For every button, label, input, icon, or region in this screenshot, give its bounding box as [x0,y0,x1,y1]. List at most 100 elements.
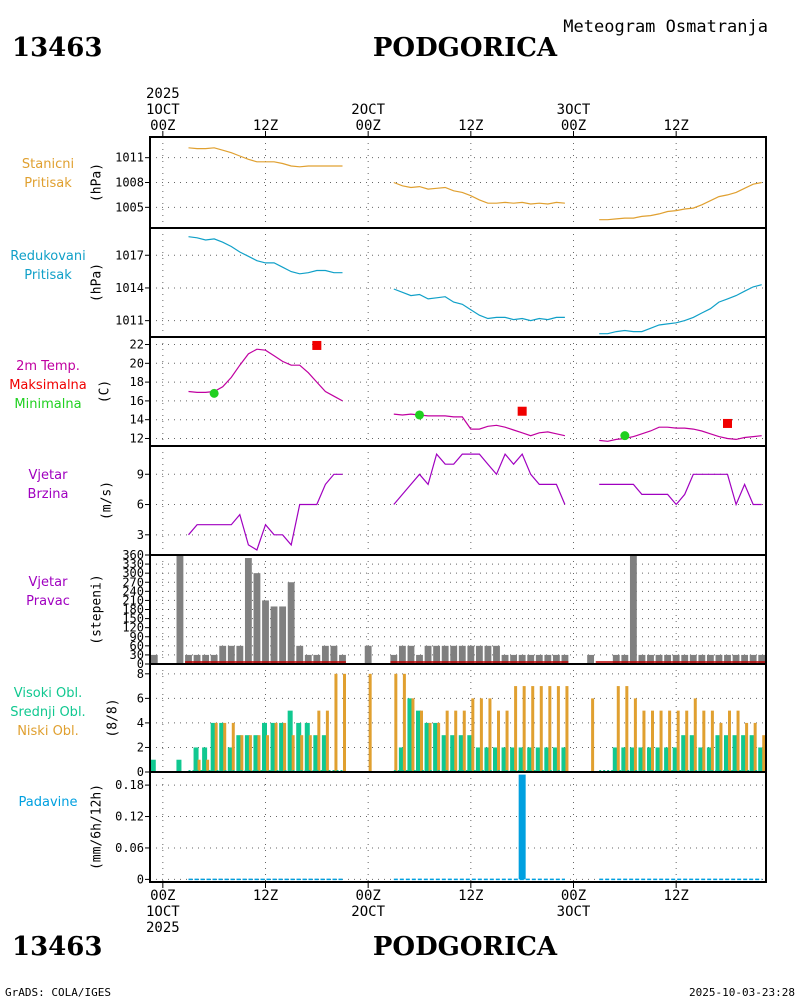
unit-label: (stepeni) [90,574,105,644]
direction-bar [715,654,723,664]
cloud-high-bar [706,747,712,772]
cloud-low-bar [325,710,329,772]
cloud-high-bar [715,735,721,772]
direction-bar [749,654,757,664]
panel-label: Padavine [19,795,78,810]
cloud-high-bar [253,735,259,772]
y-tick-label: 1005 [115,200,144,214]
y-tick-label: 6 [137,691,144,705]
direction-bar [150,654,158,664]
direction-bar [484,645,492,664]
cloud-high-bar [493,747,498,772]
cloud-high-bar [621,747,627,772]
cloud-high-bar [321,735,327,772]
tmax-marker [723,418,732,428]
cloud-low-bar [616,686,620,772]
series-line [188,473,343,551]
cloud-low-bar [257,735,261,772]
cloud-low-bar [659,710,663,772]
cloud-low-bar [248,735,252,772]
direction-bar [176,555,184,664]
cloud-high-bar [398,747,404,772]
cloud-low-bar [334,673,338,772]
time-label-top: 12Z [253,118,278,134]
y-tick-label: 0.06 [115,841,144,855]
direction-bar [732,654,740,664]
direction-bar [535,654,543,664]
direction-bar [681,654,689,664]
cloud-low-bar [394,673,398,772]
cloud-low-bar [556,686,560,772]
cloud-high-bar [518,747,524,772]
cloud-low-bar [762,735,766,772]
cloud-high-bar [561,747,567,772]
direction-bar [279,606,287,664]
series-line [599,473,762,507]
unit-label: (hPa) [90,163,105,202]
direction-bar [390,654,398,664]
direction-bar [304,654,312,664]
direction-bar [587,654,595,664]
panel-frame [149,336,767,447]
direction-bar [527,654,535,664]
y-tick-label: 1008 [115,176,144,190]
footer-credit: GrADS: COLA/IGES [5,986,111,999]
cloud-high-bar [262,722,267,772]
direction-bar [416,654,423,664]
time-label-bottom: 1OCT [146,904,180,920]
time-label-bottom: 2OCT [351,904,385,920]
cloud-high-bar [629,747,635,772]
y-tick-label: 300 [122,566,144,580]
cloud-low-bar [231,722,235,772]
y-tick-label: 0 [137,657,144,671]
time-label-top: 12Z [458,118,483,134]
station-id-top: 13463 [12,33,102,63]
y-tick-label: 150 [122,612,144,626]
cloud-high-bar [664,747,670,772]
direction-bar [236,645,244,664]
y-tick-label: 30 [130,648,144,662]
direction-bar [706,654,714,664]
cloud-low-bar [197,759,201,772]
panel-label: Pritisak [24,176,72,191]
cloud-low-bar [505,710,509,772]
panel-label: Vjetar [29,468,69,483]
cloud-high-bar [552,747,558,772]
tmin-marker [620,431,630,441]
cloud-low-bar [411,698,415,772]
y-tick-label: 2 [137,740,144,754]
cloud-high-bar [458,735,464,772]
y-tick-label: 12 [130,431,144,445]
cloud-high-bar [681,735,687,772]
cloud-low-bar [676,710,680,772]
panel-cloud_cover: 0 2 4 6 8 Visoki Obl. Srednji Obl. Niski Obl. (8… [10,663,767,779]
cloud-low-bar [454,710,458,772]
cloud-high-bar [219,722,225,772]
cloud-low-bar [300,735,304,772]
time-label-bottom: 12Z [458,888,483,904]
series-line [188,236,343,275]
y-tick-label: 4 [137,716,144,730]
cloud-high-bar [672,747,678,772]
cloud-low-bar [240,735,244,772]
direction-bar [287,582,295,664]
cloud-high-bar [227,747,233,772]
cloud-low-bar [223,722,227,772]
cloud-high-bar [638,747,644,772]
cloud-low-bar [308,735,312,772]
cloud-high-bar [467,735,473,772]
cloud-low-bar [736,710,740,772]
y-tick-label: 3 [137,528,144,542]
direction-bar [741,654,749,664]
cloud-high-bar [416,710,421,772]
time-label-bottom: 00Z [561,888,586,904]
cloud-high-bar [210,722,216,772]
direction-bar [270,606,278,664]
y-tick-label: 18 [130,375,144,389]
cloud-low-bar [668,710,672,772]
y-tick-label: 14 [130,413,144,427]
cloud-low-bar [719,722,723,772]
footer-timestamp: 2025-10-03-23:28 [689,986,795,999]
